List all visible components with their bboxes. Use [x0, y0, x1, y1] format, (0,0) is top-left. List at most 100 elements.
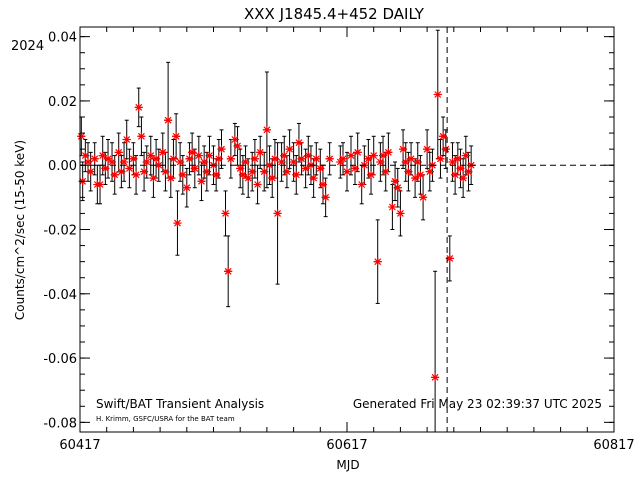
data-point-stroke	[304, 152, 312, 159]
data-point-stroke	[404, 168, 412, 176]
data-point	[262, 125, 271, 134]
data-point-stroke	[244, 174, 252, 182]
x-tick-label: 60617	[326, 438, 367, 453]
data-point-stroke	[343, 168, 351, 176]
data-point-stroke	[111, 171, 119, 179]
data-point	[407, 154, 416, 163]
data-point	[431, 373, 440, 382]
data-point-stroke	[391, 177, 399, 185]
data-point	[233, 141, 242, 150]
data-point-stroke	[115, 148, 123, 156]
data-point-stroke	[449, 158, 456, 166]
data-point-stroke	[104, 155, 112, 163]
data-point	[399, 145, 408, 154]
data-point	[436, 154, 445, 163]
data-point	[309, 174, 318, 183]
data-point	[84, 158, 93, 166]
data-point-stroke	[322, 193, 330, 201]
data-point-stroke	[120, 158, 128, 166]
y-tick-label: -0.06	[43, 352, 77, 367]
data-point	[256, 148, 265, 157]
data-point-stroke	[274, 210, 282, 217]
data-point-stroke	[125, 165, 133, 172]
data-point	[236, 164, 245, 173]
data-point	[277, 158, 286, 166]
marker-layer	[77, 90, 476, 382]
data-point	[260, 167, 269, 176]
y-tick-label: 0.00	[48, 159, 77, 174]
y-tick-label: 0.04	[48, 31, 77, 46]
data-point-stroke	[260, 168, 268, 176]
data-point-stroke	[423, 145, 431, 153]
data-point-stroke	[200, 158, 208, 166]
data-point	[270, 154, 279, 163]
data-point-stroke	[186, 155, 193, 163]
data-point	[214, 154, 223, 163]
data-point-stroke	[234, 142, 241, 150]
data-point-stroke	[283, 168, 291, 176]
data-point-stroke	[426, 168, 434, 176]
data-point-stroke	[162, 168, 169, 176]
data-point	[173, 219, 182, 228]
data-point-stroke	[434, 91, 442, 98]
data-point	[441, 145, 450, 154]
data-point	[137, 132, 146, 141]
y-tick-label: -0.04	[43, 288, 77, 303]
data-point-stroke	[263, 126, 271, 134]
data-point-stroke	[280, 152, 288, 159]
y-axis-label: Counts/cm^2/sec (15-50 keV)	[13, 140, 27, 320]
x-axis-label: MJD	[336, 458, 359, 472]
data-point-stroke	[286, 145, 294, 153]
x-tick-labels: 60417 60617 60817	[59, 438, 634, 453]
data-point-stroke	[176, 158, 184, 166]
data-point-stroke	[417, 171, 424, 179]
data-point	[280, 151, 289, 160]
data-point	[433, 90, 442, 99]
data-point	[152, 154, 161, 163]
data-point-stroke	[370, 152, 378, 159]
data-point	[90, 154, 99, 163]
data-point-stroke	[203, 168, 211, 176]
data-point-stroke	[251, 155, 259, 163]
data-point-stroke	[457, 165, 464, 172]
data-point	[188, 148, 197, 157]
data-point-stroke	[278, 158, 286, 166]
data-point-stroke	[224, 267, 232, 275]
data-point-stroke	[117, 168, 125, 176]
data-point-stroke	[407, 155, 415, 163]
data-point	[353, 148, 362, 157]
data-point-stroke	[339, 155, 347, 163]
data-point-stroke	[312, 155, 320, 163]
data-point	[114, 148, 123, 157]
data-point-stroke	[394, 184, 402, 192]
data-point	[411, 174, 420, 183]
data-point-stroke	[431, 373, 439, 381]
data-point-stroke	[437, 155, 444, 163]
data-point	[343, 167, 351, 176]
data-point	[224, 267, 233, 276]
y-tick-labels: -0.08 -0.06 -0.04 -0.02 0.00 0.02 0.04	[43, 31, 77, 432]
data-point	[202, 167, 211, 176]
data-point-stroke	[152, 155, 160, 163]
data-point	[96, 180, 105, 189]
data-point-stroke	[414, 158, 422, 166]
data-point-stroke	[442, 145, 450, 153]
data-point-stroke	[319, 181, 327, 188]
data-point	[282, 167, 291, 176]
y-tick-label: -0.08	[43, 416, 77, 431]
data-point-stroke	[396, 210, 404, 217]
data-point-stroke	[347, 152, 355, 159]
data-point	[381, 167, 390, 176]
data-point	[140, 167, 149, 176]
axis-ticks	[79, 27, 615, 432]
data-point-stroke	[179, 171, 187, 179]
data-point-stroke	[132, 171, 140, 179]
data-point	[178, 170, 187, 179]
data-point-stroke	[254, 181, 261, 188]
data-point	[101, 164, 110, 173]
data-point-stroke	[454, 155, 462, 163]
data-point	[253, 180, 262, 189]
data-point	[129, 154, 138, 163]
data-point-stroke	[374, 258, 382, 266]
